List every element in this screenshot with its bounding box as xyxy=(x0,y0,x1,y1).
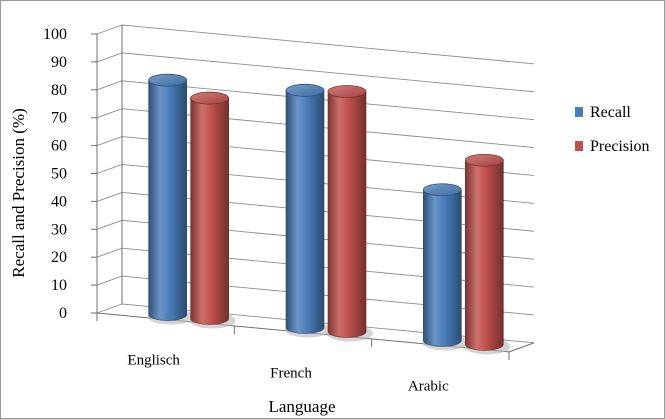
legend-label: Recall xyxy=(590,104,631,121)
legend-swatch xyxy=(575,107,583,117)
y-tick-label: 30 xyxy=(51,221,67,238)
y-tick-label: 100 xyxy=(43,26,67,43)
bar-body xyxy=(327,91,367,338)
bars xyxy=(147,73,511,355)
y-tick-label: 40 xyxy=(51,193,67,210)
bar-body xyxy=(465,159,504,351)
y-tick-label: 20 xyxy=(51,249,67,266)
bar-recall-arabic xyxy=(422,183,469,351)
legend-item-recall: Recall xyxy=(575,104,631,121)
y-tick-label: 60 xyxy=(51,138,67,155)
y-tick-label: 70 xyxy=(51,110,67,127)
bar-body xyxy=(285,90,325,334)
legend-swatch xyxy=(575,141,583,151)
bar-body xyxy=(190,97,229,325)
x-tick-label: Englisch xyxy=(127,352,180,368)
y-axis-ticks: 0 10 20 30 40 50 60 70 80 90 100 xyxy=(43,26,67,322)
legend-item-precision: Precision xyxy=(575,138,650,155)
x-tick-label: French xyxy=(270,365,312,381)
bar-top xyxy=(464,153,504,167)
y-tick-label: 10 xyxy=(51,277,67,294)
y-tick-label: 50 xyxy=(51,166,67,183)
x-axis-ticks: Englisch French Arabic xyxy=(127,352,449,394)
legend-label: Precision xyxy=(590,138,650,155)
bar-body xyxy=(148,79,187,321)
bar-top xyxy=(285,83,325,97)
y-axis-title: Recall and Precision (%) xyxy=(9,108,28,277)
y-tick-label: 80 xyxy=(51,82,67,99)
bar-precision-englisch xyxy=(189,91,236,329)
bar-body xyxy=(423,189,462,347)
y-tick-label: 0 xyxy=(59,305,67,322)
bar-top xyxy=(190,91,230,105)
bar-precision-french xyxy=(327,85,373,342)
legend: Recall Precision xyxy=(575,104,650,155)
axis-line xyxy=(508,342,535,353)
bar-recall-french xyxy=(285,83,331,338)
x-axis-title: Language xyxy=(268,397,335,416)
bar-top xyxy=(148,73,188,87)
bar-top xyxy=(327,85,367,98)
x-tick-label: Arabic xyxy=(408,378,449,394)
bar-precision-arabic xyxy=(464,153,511,355)
y-tick-label: 90 xyxy=(51,54,67,71)
bar-recall-englisch xyxy=(147,73,194,325)
bar-top xyxy=(422,183,462,197)
